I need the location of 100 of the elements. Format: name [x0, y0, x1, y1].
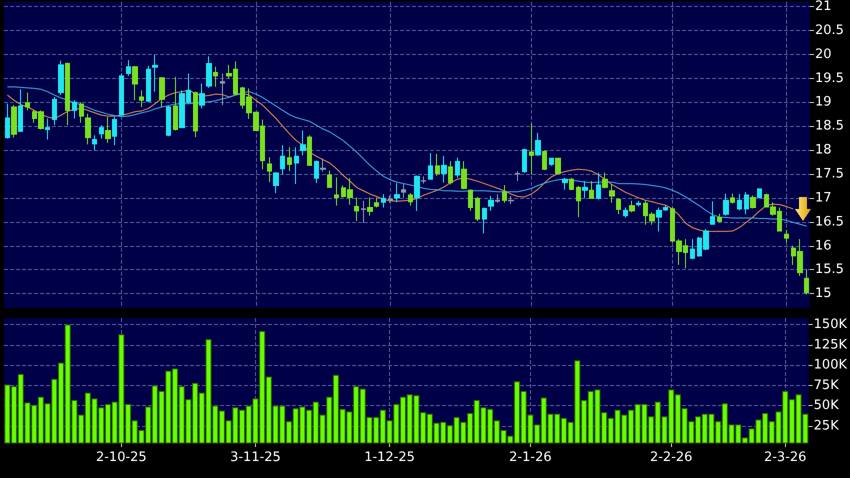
- candlestick: [515, 170, 520, 182]
- candlestick: [199, 83, 205, 109]
- candlestick: [79, 102, 84, 124]
- candlestick: [119, 73, 124, 116]
- y-tick-label: 18.5: [815, 118, 844, 134]
- candlestick: [784, 229, 789, 243]
- y-tick-label: 21: [815, 0, 832, 14]
- candlestick: [441, 155, 447, 184]
- candlestick: [273, 172, 279, 194]
- candlestick: [690, 238, 695, 260]
- candlestick: [535, 132, 541, 156]
- candlestick: [287, 146, 292, 172]
- y-tick-label: 18: [815, 142, 832, 158]
- candlestick: [508, 196, 514, 205]
- candlestick: [105, 116, 111, 144]
- candlestick: [428, 152, 433, 180]
- candlestick: [300, 130, 306, 156]
- candlestick: [529, 122, 534, 175]
- candlestick: [354, 196, 359, 222]
- candlestick: [173, 76, 178, 131]
- candlestick: [166, 106, 171, 137]
- candlestick: [414, 174, 420, 212]
- candlestick: [267, 156, 272, 183]
- x-tick-label: 2-3-26: [764, 450, 806, 465]
- x-tick-label: 2-10-25: [96, 450, 147, 465]
- candlestick: [65, 62, 70, 126]
- candlestick: [126, 60, 131, 76]
- y-tick-label: 15: [815, 286, 832, 302]
- candlestick: [495, 194, 500, 204]
- candlestick: [132, 65, 138, 101]
- candlestick: [730, 193, 735, 204]
- y-tick-label: 50K: [814, 398, 840, 414]
- y-tick-label: 20: [815, 46, 832, 62]
- y-tick-label: 25K: [814, 418, 840, 434]
- candlestick: [589, 180, 594, 199]
- candlestick: [307, 134, 312, 166]
- candlestick: [468, 188, 473, 212]
- y-tick-label: 15.5: [815, 262, 844, 278]
- y-tick-label: 150K: [814, 316, 848, 332]
- candlestick: [18, 88, 23, 132]
- candlestick: [542, 150, 547, 171]
- candlestick: [623, 207, 628, 218]
- candlestick: [5, 103, 10, 140]
- candlestick: [596, 172, 601, 200]
- candlestick: [334, 176, 339, 206]
- candlestick: [569, 177, 574, 191]
- candlestick: [750, 195, 756, 209]
- candlestick: [206, 56, 212, 88]
- candlestick: [461, 160, 467, 190]
- candlestick: [502, 184, 507, 204]
- candlestick: [139, 90, 144, 108]
- candlestick: [367, 196, 373, 216]
- candlestick: [72, 100, 77, 119]
- candlestick: [394, 182, 400, 203]
- candlestick: [11, 104, 17, 138]
- candlestick: [45, 118, 50, 140]
- candlestick: [757, 188, 762, 199]
- candlestick: [320, 158, 326, 172]
- candlestick: [374, 196, 379, 208]
- y-tick-label: 20.5: [815, 22, 844, 38]
- candlestick: [381, 194, 386, 208]
- candlestick: [576, 185, 581, 218]
- x-tick-label: 1-12-25: [364, 450, 415, 465]
- candlestick: [25, 92, 30, 111]
- y-tick-label: 16: [815, 238, 832, 254]
- candlestick: [327, 170, 332, 188]
- candlestick: [361, 200, 366, 224]
- candlestick: [280, 144, 285, 175]
- candlestick: [475, 196, 480, 222]
- candlestick: [616, 198, 621, 215]
- candlestick: [737, 194, 742, 211]
- candlestick: [99, 124, 104, 140]
- candlestick: [482, 207, 487, 234]
- candlestick: [213, 66, 218, 88]
- candlestick: [92, 134, 97, 152]
- candlestick: [488, 196, 494, 212]
- candlestick: [629, 200, 635, 213]
- candlestick: [388, 195, 393, 204]
- y-tick-label: 17: [815, 190, 832, 206]
- candlestick: [146, 65, 151, 102]
- candlestick: [112, 116, 117, 146]
- candlestick: [555, 158, 561, 174]
- candlestick: [717, 213, 722, 223]
- candlestick: [52, 96, 57, 126]
- candlestick: [294, 146, 299, 185]
- candlestick: [710, 200, 715, 226]
- candlestick: [408, 192, 413, 206]
- y-tick-label: 125K: [814, 337, 848, 352]
- candlestick: [636, 200, 641, 208]
- candlestick: [193, 91, 198, 138]
- x-tick-label: 3-11-25: [230, 450, 281, 465]
- candlestick: [562, 177, 568, 190]
- y-tick-label: 16.5: [815, 214, 844, 230]
- y-tick-label: 100K: [814, 358, 848, 373]
- y-tick-label: 19: [815, 94, 832, 110]
- y-tick-label: 75K: [814, 378, 840, 393]
- candlestick: [152, 54, 158, 92]
- candlestick: [421, 176, 426, 184]
- candlestick: [435, 153, 440, 176]
- candlestick: [723, 193, 729, 216]
